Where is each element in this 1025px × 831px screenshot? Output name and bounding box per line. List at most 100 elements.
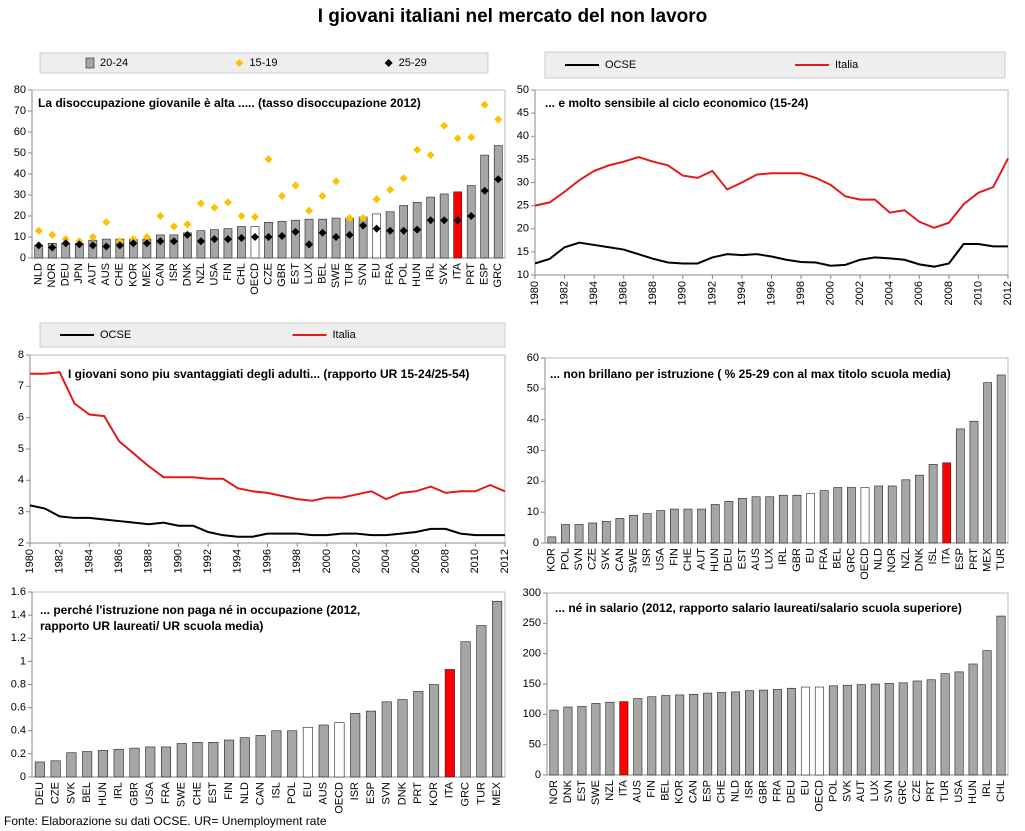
x-tick-label: USA xyxy=(655,547,667,570)
y-tick-label: 6 xyxy=(18,412,24,424)
bar xyxy=(751,496,761,544)
bar xyxy=(492,600,503,778)
bar xyxy=(647,696,657,776)
bar xyxy=(806,493,815,544)
x-tick-label: 2008 xyxy=(943,281,955,305)
y-tick-label: 20 xyxy=(527,475,539,487)
x-tick-label: ESP xyxy=(954,548,966,570)
x-tick-label: ISR xyxy=(168,263,180,281)
x-tick-label: IRL xyxy=(425,263,437,280)
x-tick-label: OECD xyxy=(249,263,261,295)
x-tick-label: 1992 xyxy=(706,281,718,305)
legend-label: Italia xyxy=(835,59,859,71)
diamond-marker xyxy=(129,239,138,248)
x-tick-label: IRL xyxy=(113,782,125,799)
bar xyxy=(689,694,699,776)
bar xyxy=(786,687,796,776)
x-tick-label: KOR xyxy=(428,782,440,806)
x-tick-label: ESP xyxy=(479,263,491,285)
diamond-marker xyxy=(196,199,205,208)
bar xyxy=(996,374,1006,544)
y-tick-label: 250 xyxy=(523,617,541,629)
legend-label: OCSE xyxy=(100,329,131,341)
bar xyxy=(97,750,108,778)
x-tick-label: 1996 xyxy=(261,549,273,573)
y-tick-label: 25 xyxy=(517,200,529,212)
x-tick-label: ISR xyxy=(743,780,755,798)
x-tick-label: GRC xyxy=(897,780,909,805)
x-tick-label: EU xyxy=(302,782,314,797)
x-tick-label: CZE xyxy=(262,263,274,285)
bar xyxy=(250,226,260,259)
diamond-marker xyxy=(278,231,287,240)
bar xyxy=(334,722,345,778)
bar xyxy=(642,513,652,544)
bar xyxy=(778,494,788,544)
legend-label: 20-24 xyxy=(100,57,128,69)
x-tick-label: BEL xyxy=(81,782,93,803)
y-tick-label: 0.4 xyxy=(11,725,26,737)
x-tick-label: ISR xyxy=(641,548,653,566)
bar xyxy=(928,464,938,544)
diamond-marker xyxy=(494,115,503,124)
y-tick-label: 50 xyxy=(529,739,541,751)
legend-label: OCSE xyxy=(605,59,636,71)
x-tick-label: NOR xyxy=(46,263,58,288)
x-tick-label: DEU xyxy=(60,263,72,286)
bar xyxy=(50,760,61,778)
x-tick-label: EST xyxy=(576,780,588,802)
legend-swatch xyxy=(384,59,393,67)
y-tick-label: 0 xyxy=(535,769,541,781)
x-tick-label: EU xyxy=(799,780,811,795)
page-title: I giovani italiani nel mercato del non l… xyxy=(317,6,708,27)
bar xyxy=(969,420,979,544)
bar xyxy=(547,536,557,544)
x-tick-label: SVN xyxy=(883,780,895,803)
x-tick-label: EU xyxy=(371,263,383,278)
x-tick-label: PRT xyxy=(412,782,424,804)
diamond-marker xyxy=(210,203,219,212)
x-tick-label: GRC xyxy=(845,548,857,573)
legend-label: Italia xyxy=(333,329,357,341)
diamond-marker xyxy=(264,155,273,164)
plot-area xyxy=(29,354,506,544)
x-tick-label: SVN xyxy=(573,548,585,571)
x-tick-label: NLD xyxy=(33,263,45,285)
x-tick-label: ISR xyxy=(349,782,361,800)
x-tick-label: SWE xyxy=(176,782,188,807)
y-tick-label: 4 xyxy=(18,474,24,486)
y-tick-label: 10 xyxy=(14,231,26,243)
x-tick-label: SWE xyxy=(330,263,342,288)
bar xyxy=(365,710,377,778)
x-tick-label: 2006 xyxy=(913,281,925,305)
diamond-marker xyxy=(386,226,395,235)
y-tick-label: 150 xyxy=(523,678,541,690)
line xyxy=(534,241,1008,268)
diamond-marker xyxy=(278,192,287,201)
x-tick-label: POL xyxy=(286,782,298,804)
x-tick-label: USA xyxy=(144,781,156,804)
x-tick-label: 1984 xyxy=(588,281,600,305)
x-tick-label: SVN xyxy=(381,782,393,805)
x-tick-label: 2010 xyxy=(972,281,984,305)
diamond-marker xyxy=(318,192,327,201)
x-tick-label: 1998 xyxy=(795,281,807,305)
bar xyxy=(615,518,625,544)
x-tick-label: 1990 xyxy=(172,549,184,573)
x-tick-label: HUN xyxy=(97,782,109,806)
bar xyxy=(703,692,713,776)
y-tick-label: 7 xyxy=(18,380,24,392)
y-tick-label: 5 xyxy=(18,443,24,455)
diamond-marker xyxy=(250,213,259,222)
bar xyxy=(800,686,810,776)
x-tick-label: OECD xyxy=(333,782,345,814)
diamond-marker xyxy=(305,240,314,249)
x-tick-label: BEL xyxy=(832,548,844,569)
x-tick-label: CAN xyxy=(614,548,626,571)
x-tick-label: 1996 xyxy=(765,281,777,305)
diamond-marker xyxy=(34,226,43,235)
diamond-marker xyxy=(142,233,151,241)
x-tick-label: SWE xyxy=(627,548,639,573)
diamond-marker xyxy=(156,212,165,220)
bar xyxy=(561,524,570,544)
